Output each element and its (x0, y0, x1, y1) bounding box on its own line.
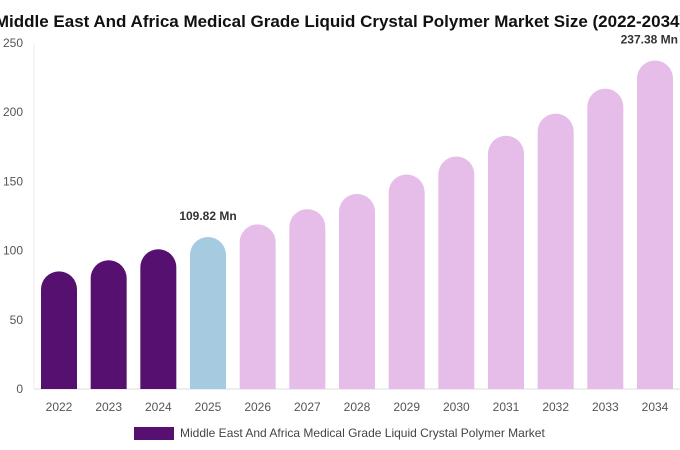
y-tick-label: 50 (10, 313, 24, 327)
bar-2032 (537, 113, 574, 390)
x-tick-label: 2029 (393, 400, 420, 414)
bar-2022 (41, 271, 77, 389)
data-labels: 109.82 Mn 237.38 Mn (179, 32, 678, 223)
bar-2023 (90, 260, 127, 389)
x-axis: 2022 2023 2024 2025 2026 2027 2028 2029 2030 2031… (46, 400, 669, 414)
x-tick-label: 2030 (443, 400, 470, 414)
x-tick-label: 2031 (493, 400, 520, 414)
bar-2029 (388, 174, 425, 389)
legend-swatch (134, 427, 174, 440)
x-tick-label: 2023 (95, 400, 122, 414)
bar-2024 (140, 249, 177, 389)
bar-2031 (488, 135, 524, 389)
x-tick-label: 2025 (195, 400, 222, 414)
bar-2034 (637, 60, 673, 390)
x-tick-label: 2032 (542, 400, 569, 414)
y-tick-label: 200 (3, 105, 23, 119)
data-label-2025: 109.82 Mn (179, 209, 236, 223)
x-tick-label: 2024 (145, 400, 172, 414)
chart-title: Middle East And Africa Medical Grade Liq… (0, 12, 680, 31)
bar-2030 (438, 156, 475, 389)
legend: Middle East And Africa Medical Grade Liq… (134, 426, 545, 440)
bar-2033 (587, 88, 624, 390)
y-tick-label: 250 (3, 36, 23, 50)
legend-label: Middle East And Africa Medical Grade Liq… (180, 426, 545, 440)
y-tick-label: 150 (3, 174, 23, 188)
x-tick-label: 2034 (642, 400, 669, 414)
bar-2025 (190, 237, 226, 389)
x-tick-label: 2027 (294, 400, 321, 414)
y-tick-label: 100 (3, 244, 23, 258)
data-label-2034: 237.38 Mn (621, 32, 678, 46)
y-tick-label: 0 (16, 382, 23, 396)
bar-2027 (289, 209, 326, 389)
x-tick-label: 2028 (344, 400, 371, 414)
bar-2028 (339, 193, 375, 389)
bars (41, 60, 673, 390)
x-tick-label: 2033 (592, 400, 619, 414)
bar-2026 (239, 224, 276, 389)
x-tick-label: 2026 (244, 400, 271, 414)
x-tick-label: 2022 (46, 400, 73, 414)
